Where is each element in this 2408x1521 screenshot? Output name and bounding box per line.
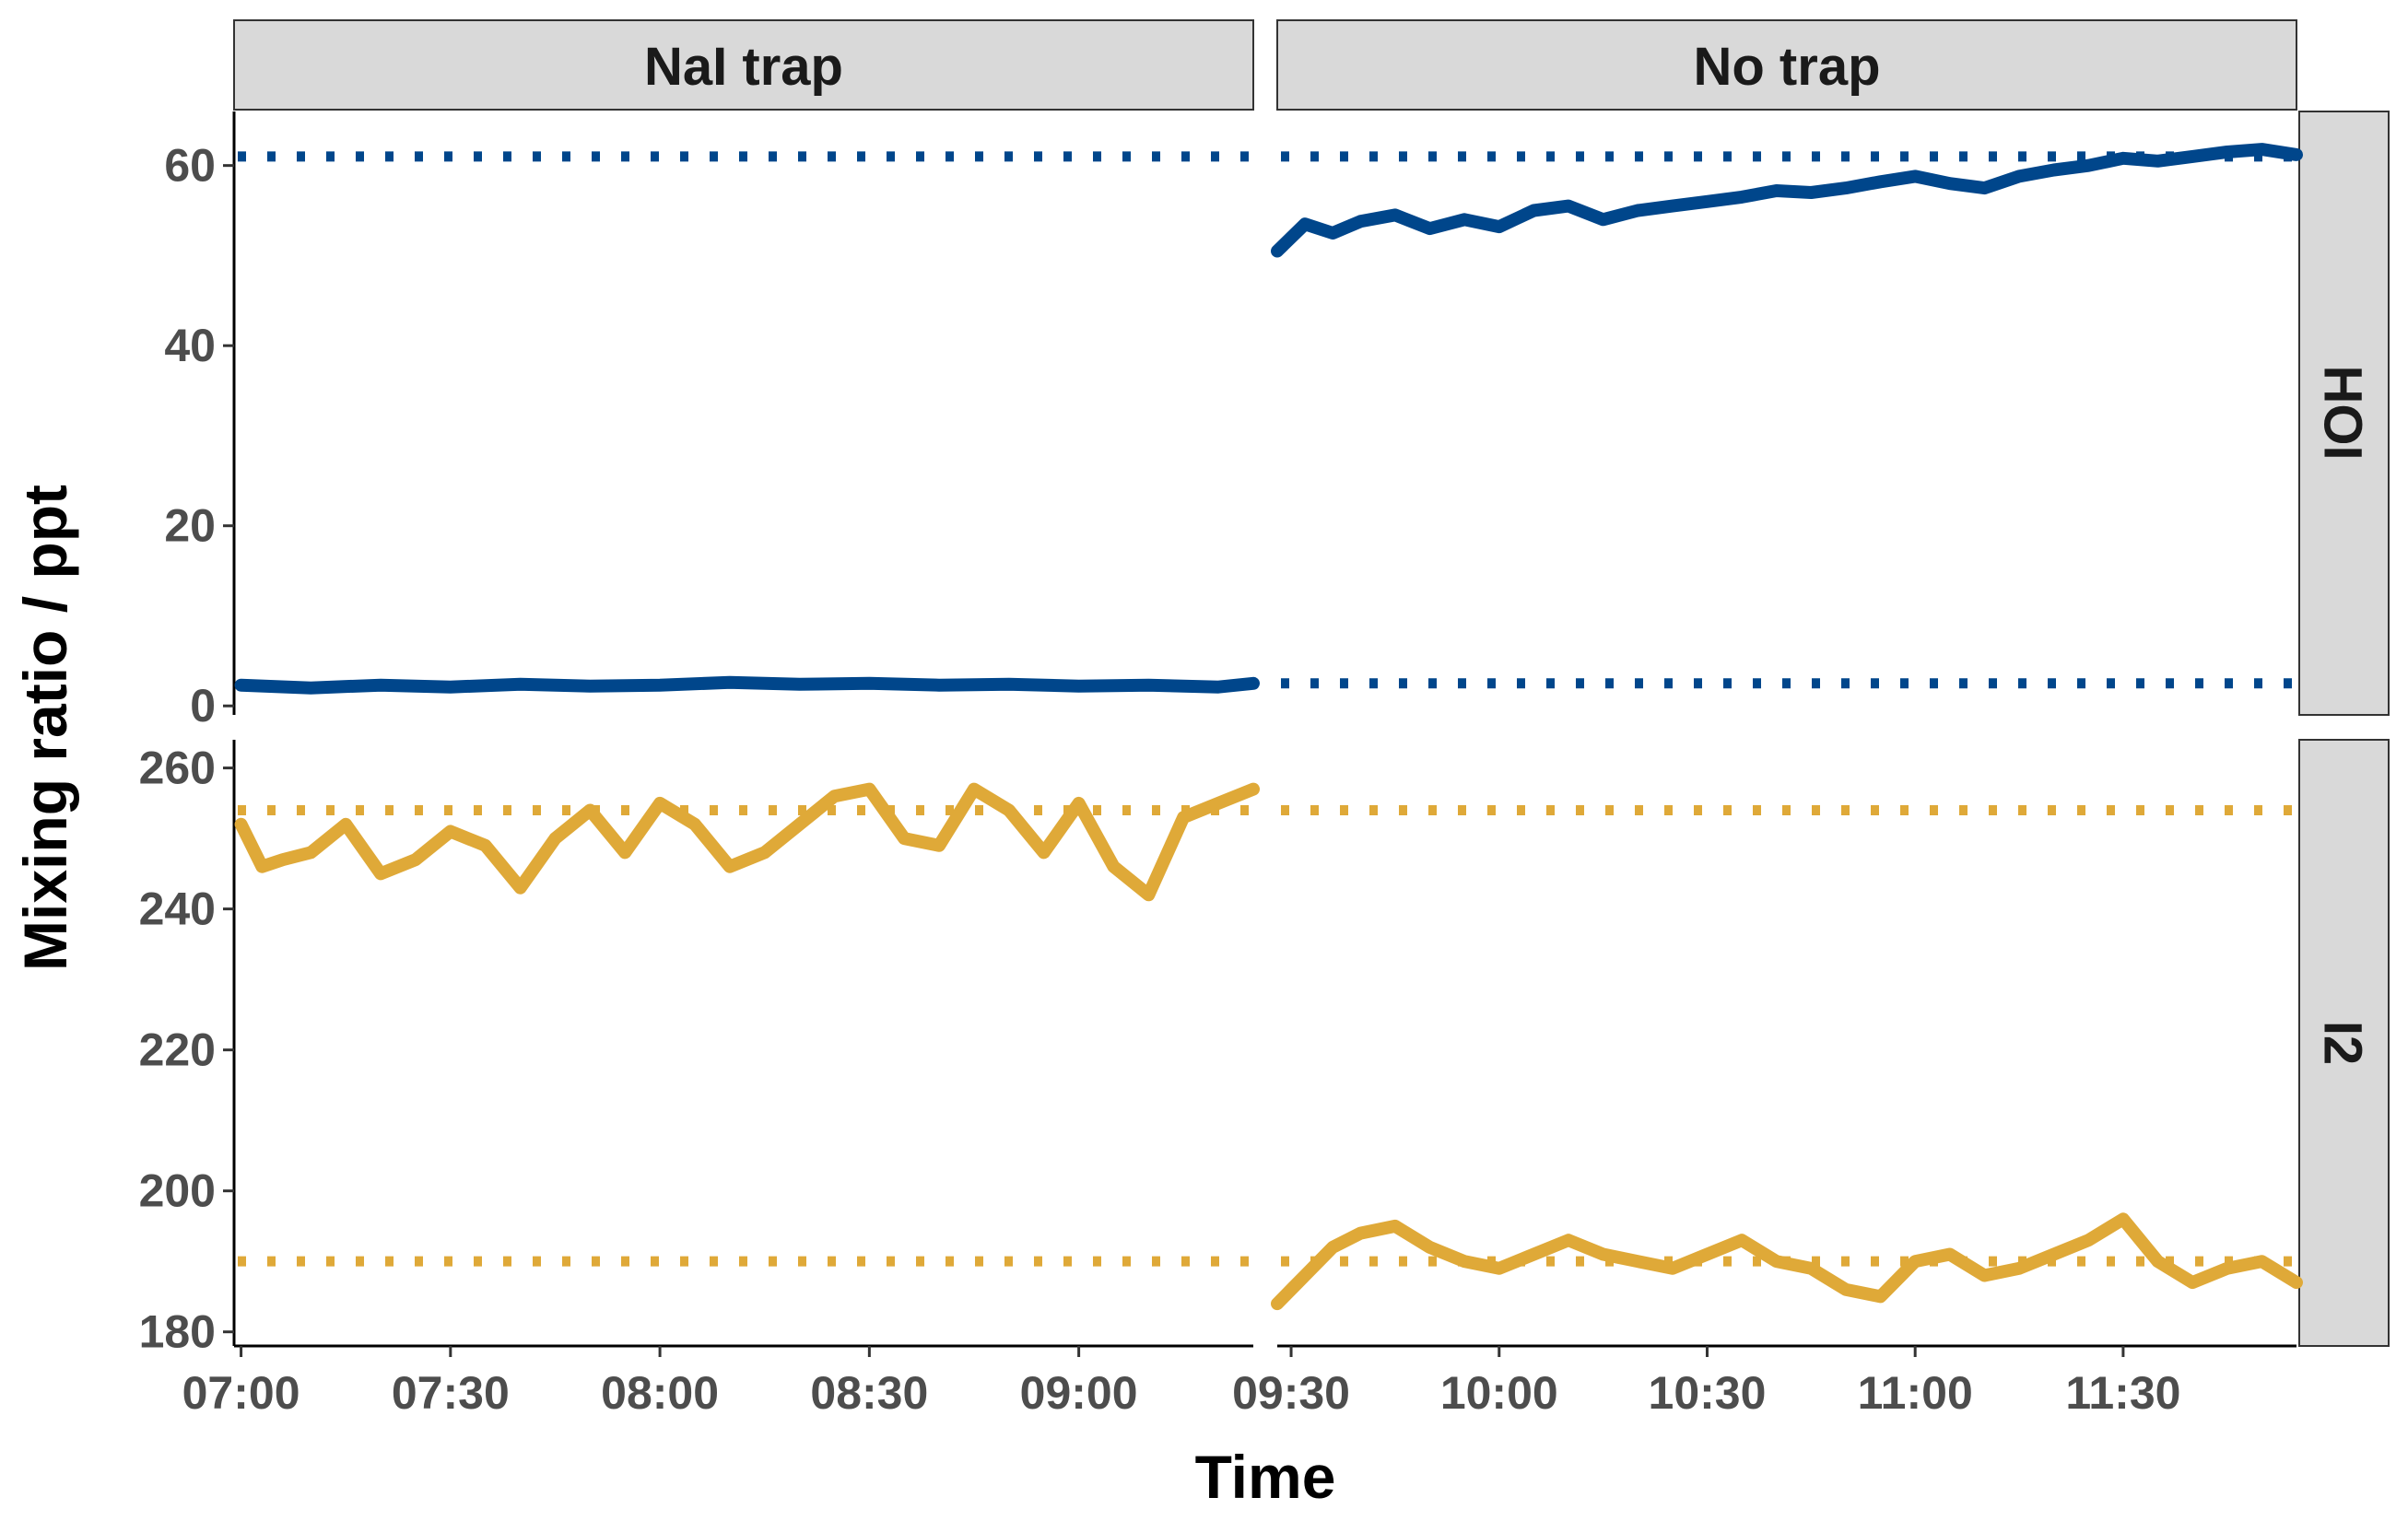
x-tick-label: 09:30 [1232, 1367, 1350, 1419]
series-line-hoi-nai-trap [234, 675, 1260, 695]
series-line-i2-no-trap [1271, 1212, 2303, 1311]
y-axis-title: Mixing ratio / ppt [11, 485, 79, 971]
x-tick-label: 07:00 [182, 1367, 300, 1419]
y-tick-label: 220 [139, 1024, 216, 1076]
x-tick-label: 11:00 [1858, 1367, 1973, 1419]
column-strip-nai-trap-label: NaI trap [644, 37, 843, 97]
row-strip-hoi: HOI [2298, 111, 2390, 716]
column-strip-no-trap-box [1276, 19, 2297, 111]
row-strip-i2-box [2298, 739, 2390, 1347]
series-line-hoi-no-trap [1271, 143, 2303, 258]
y-tick-label: 60 [164, 140, 216, 192]
x-tick-label: 08:00 [601, 1367, 719, 1419]
x-tick-label: 09:00 [1020, 1367, 1138, 1419]
x-tick-label: 10:30 [1649, 1367, 1767, 1419]
x-tick-label: 08:30 [810, 1367, 928, 1419]
column-strip-nai-trap-box [233, 19, 1254, 111]
x-tick-label: 10:00 [1440, 1367, 1558, 1419]
y-tick-label: 260 [139, 743, 216, 794]
y-tick-label: 0 [190, 680, 216, 731]
x-axis-title: Time [1195, 1443, 1336, 1511]
x-tick-label: 07:30 [392, 1367, 510, 1419]
y-tick-label: 20 [164, 500, 216, 552]
column-strip-no-trap-label: No trap [1694, 37, 1881, 97]
panels-layer: 0 20 40 60 180 200 220 240 260 07:00 07:30 08:00 08:… [139, 111, 2303, 1419]
y-tick-label: 180 [139, 1306, 216, 1358]
row-strip-i2: I2 [2298, 739, 2390, 1347]
row-strip-i2-label: I2 [2313, 1021, 2373, 1065]
column-strip-no-trap: No trap [1276, 19, 2297, 111]
y-tick-label: 240 [139, 883, 216, 935]
row-strip-hoi-box [2298, 111, 2390, 716]
y-tick-label: 200 [139, 1165, 216, 1217]
y-tick-label: 40 [164, 320, 216, 371]
series-line-i2-nai-trap [234, 782, 1260, 902]
x-tick-label: 11:30 [2065, 1367, 2180, 1419]
row-strip-hoi-label: HOI [2313, 365, 2373, 460]
column-strip-nai-trap: NaI trap [233, 19, 1254, 111]
